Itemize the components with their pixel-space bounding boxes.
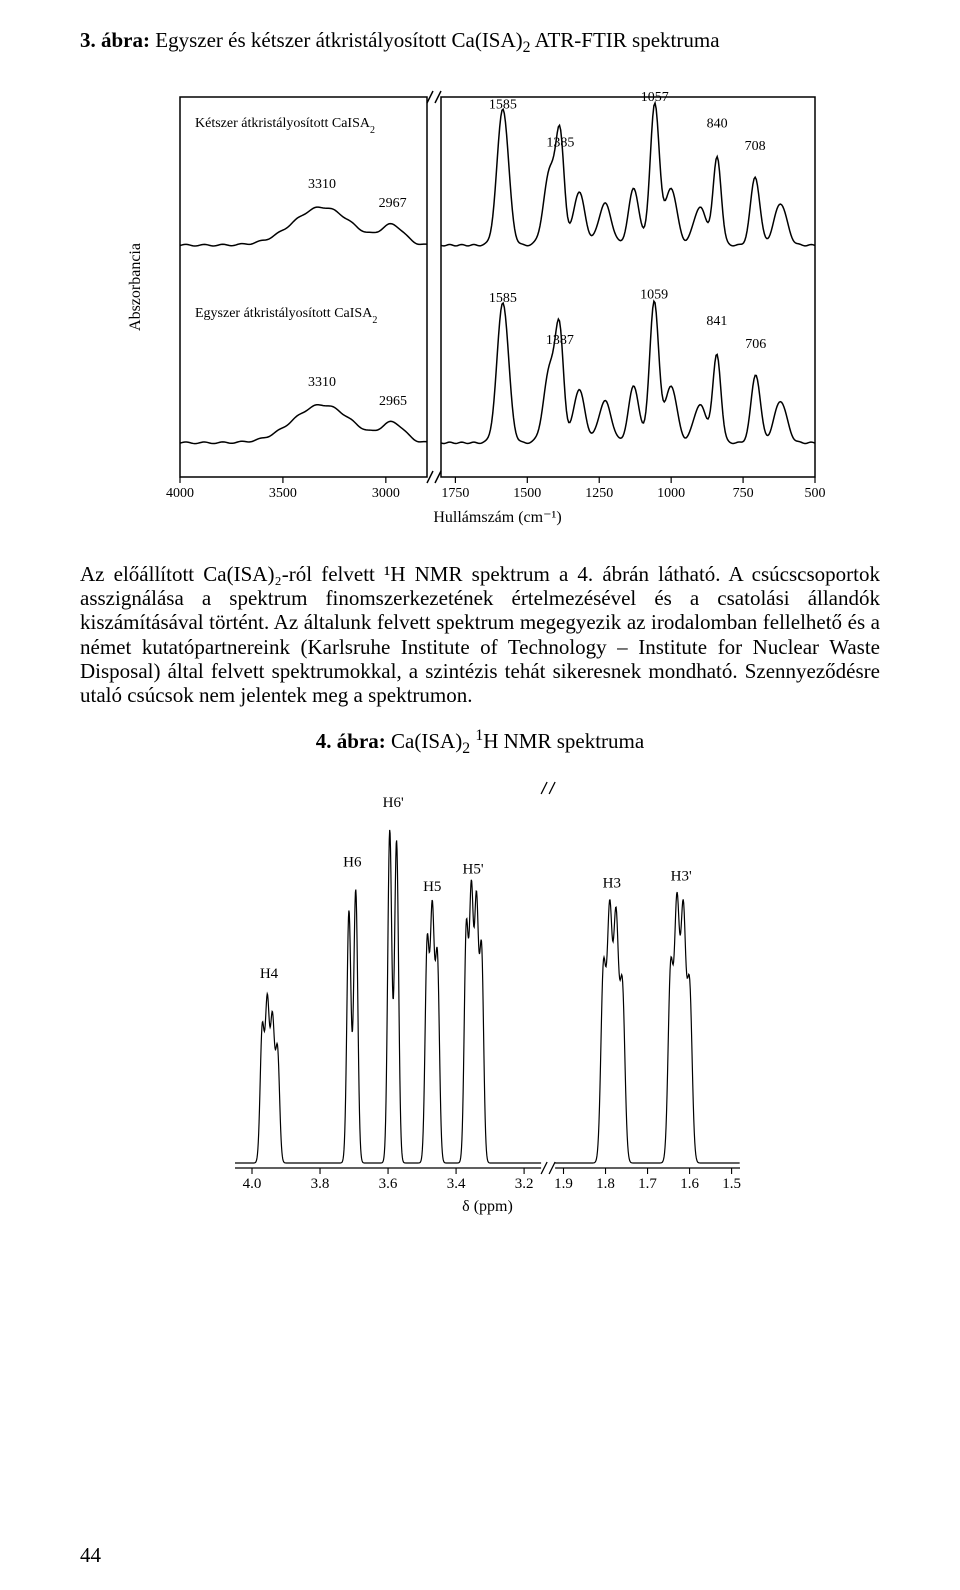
svg-text:1.9: 1.9 bbox=[554, 1176, 573, 1192]
svg-text:750: 750 bbox=[733, 486, 754, 501]
fig4-caption-prefix: 4. ábra: bbox=[316, 729, 386, 753]
svg-text:3.6: 3.6 bbox=[379, 1176, 398, 1192]
svg-text:Kétszer átkristályosított CaIS: Kétszer átkristályosított CaISA2 bbox=[195, 116, 375, 136]
fig3-caption-prefix: 3. ábra: bbox=[80, 28, 150, 52]
fig4-caption-sub: 2 bbox=[462, 740, 470, 757]
svg-text:1057: 1057 bbox=[641, 90, 669, 105]
svg-text:840: 840 bbox=[707, 117, 728, 132]
svg-text:Hullámszám (cm⁻¹): Hullámszám (cm⁻¹) bbox=[433, 509, 561, 526]
svg-text:3.2: 3.2 bbox=[515, 1176, 534, 1192]
svg-text:3.4: 3.4 bbox=[447, 1176, 466, 1192]
svg-text:4.0: 4.0 bbox=[243, 1176, 262, 1192]
svg-text:1.5: 1.5 bbox=[722, 1176, 741, 1192]
svg-text:Abszorbancia: Abszorbancia bbox=[127, 243, 144, 331]
svg-text:1585: 1585 bbox=[489, 98, 517, 113]
svg-text:H5: H5 bbox=[423, 879, 441, 895]
fig3-caption-tail: ATR-FTIR spektruma bbox=[531, 28, 720, 52]
svg-text:H3: H3 bbox=[603, 876, 621, 892]
svg-text:500: 500 bbox=[805, 486, 826, 501]
svg-text:3310: 3310 bbox=[308, 375, 336, 390]
fig3-caption: 3. ábra: Egyszer és kétszer átkristályos… bbox=[80, 28, 880, 57]
fig4-caption-tail: H NMR spektruma bbox=[483, 729, 644, 753]
svg-text:H3': H3' bbox=[671, 869, 692, 885]
svg-text:3310: 3310 bbox=[308, 177, 336, 192]
svg-text:1385: 1385 bbox=[546, 136, 574, 151]
svg-text:2967: 2967 bbox=[379, 196, 407, 211]
svg-text:1250: 1250 bbox=[585, 486, 613, 501]
svg-text:706: 706 bbox=[745, 337, 766, 352]
fig3-caption-rest: Egyszer és kétszer átkristályosított Ca(… bbox=[150, 28, 523, 52]
nmr-chart: 4.0 3.8 3.6 3.4 3.2 1.9 1.8 1.7 1.6 1.5 δ (ppm) H4 H… bbox=[80, 773, 880, 1223]
svg-text:1.7: 1.7 bbox=[638, 1176, 657, 1192]
ftir-chart: 4000 3500 3000 1750 1500 1250 1000 750 500 Hullám… bbox=[80, 87, 880, 537]
svg-text:3500: 3500 bbox=[269, 486, 297, 501]
svg-text:708: 708 bbox=[745, 139, 766, 154]
svg-text:H6': H6' bbox=[383, 795, 404, 811]
svg-text:1585: 1585 bbox=[489, 291, 517, 306]
fig3-caption-sub: 2 bbox=[523, 39, 531, 56]
svg-text:3000: 3000 bbox=[372, 486, 400, 501]
svg-text:δ (ppm): δ (ppm) bbox=[462, 1198, 513, 1215]
svg-text:Egyszer átkristályosított CaIS: Egyszer átkristályosított CaISA2 bbox=[195, 306, 377, 326]
svg-text:1387: 1387 bbox=[546, 333, 574, 348]
fig4-caption-rest: Ca(ISA) bbox=[386, 729, 462, 753]
svg-text:1000: 1000 bbox=[657, 486, 685, 501]
svg-text:1500: 1500 bbox=[513, 486, 541, 501]
svg-text:H4: H4 bbox=[260, 966, 279, 982]
svg-text:1059: 1059 bbox=[640, 288, 668, 303]
svg-text:841: 841 bbox=[706, 314, 727, 329]
svg-text:3.8: 3.8 bbox=[311, 1176, 330, 1192]
svg-text:H6: H6 bbox=[343, 855, 362, 871]
svg-text:1.8: 1.8 bbox=[596, 1176, 615, 1192]
svg-text:H5': H5' bbox=[463, 862, 484, 878]
svg-text:1750: 1750 bbox=[441, 486, 469, 501]
body-paragraph: Az előállított Ca(ISA)₂-ról felvett ¹H N… bbox=[80, 562, 880, 707]
svg-text:1.6: 1.6 bbox=[680, 1176, 699, 1192]
svg-text:4000: 4000 bbox=[166, 486, 194, 501]
svg-text:2965: 2965 bbox=[379, 394, 407, 409]
fig4-caption: 4. ábra: Ca(ISA)2 1H NMR spektruma bbox=[80, 727, 880, 758]
page-number: 44 bbox=[80, 1543, 101, 1568]
